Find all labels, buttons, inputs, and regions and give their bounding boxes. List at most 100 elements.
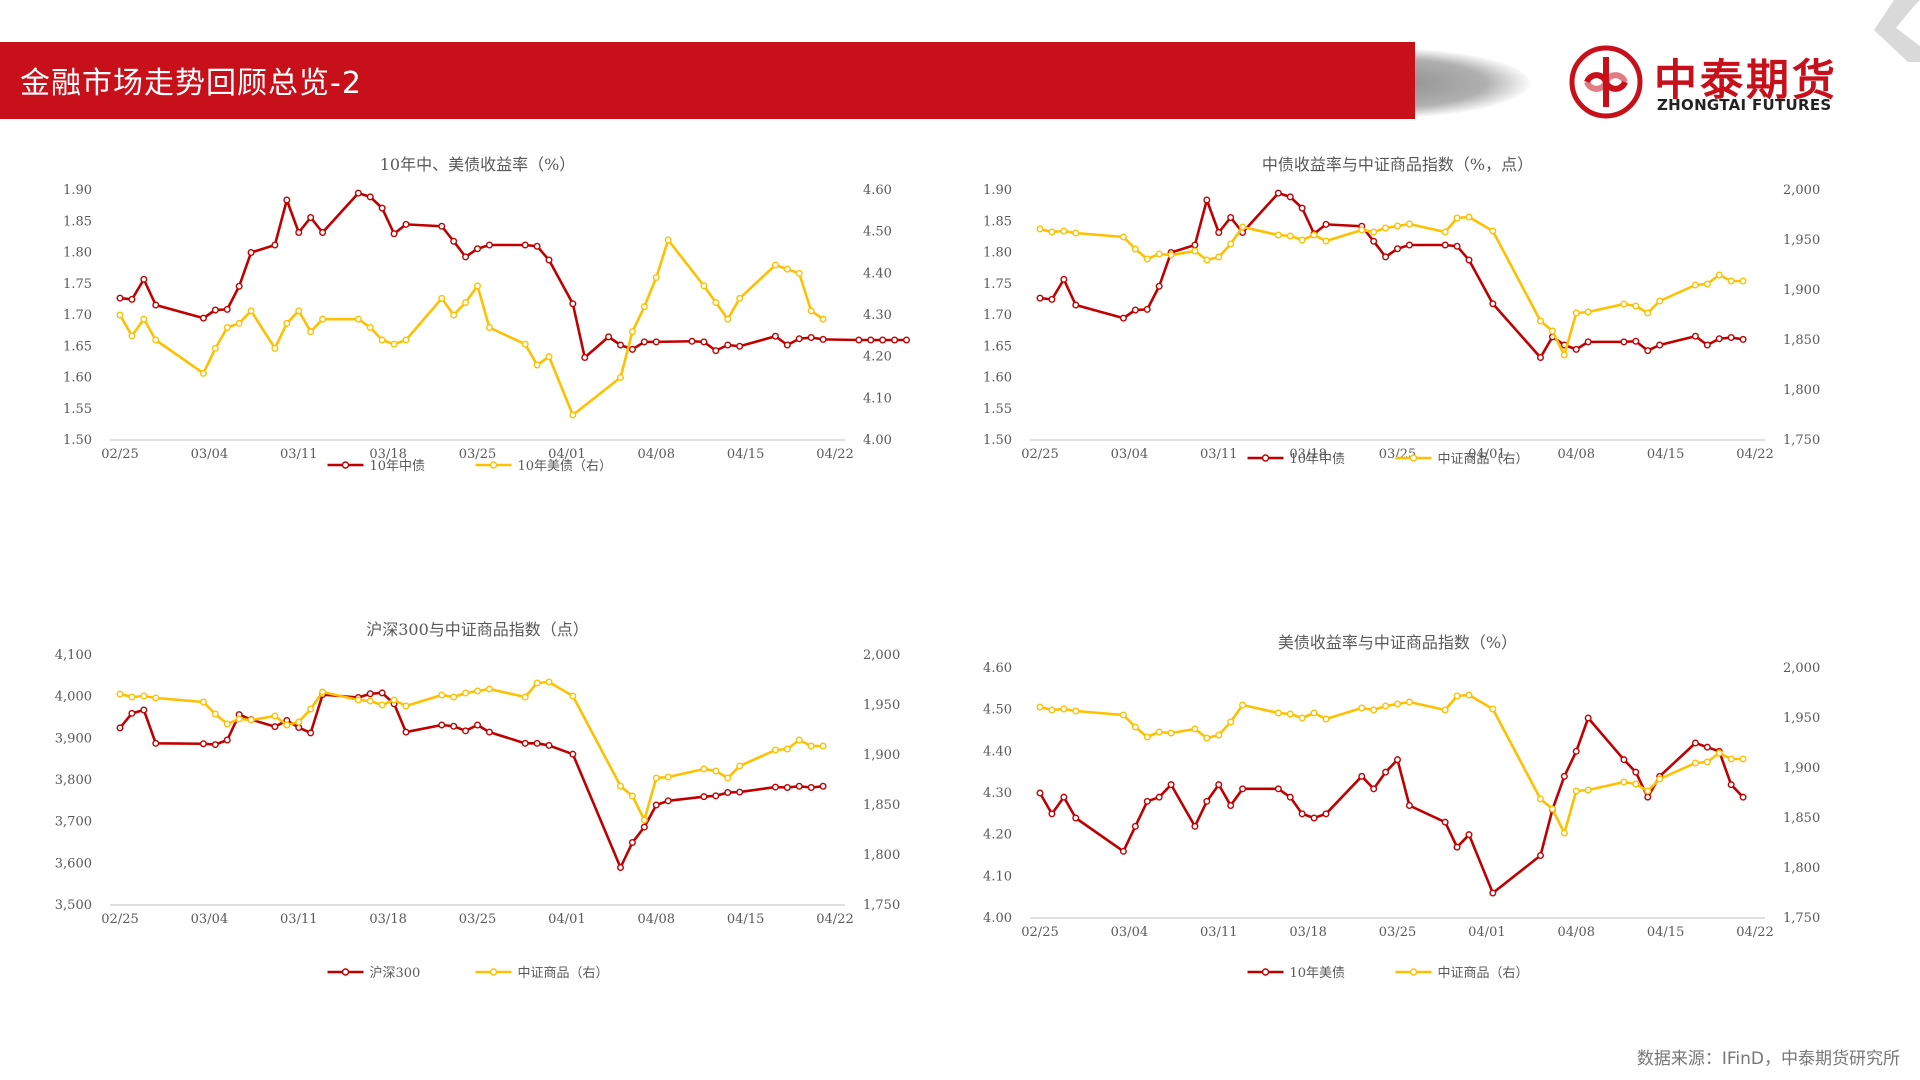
- data-point: [1537, 353, 1545, 361]
- data-point: [1644, 347, 1652, 355]
- x-tick-label: 03/18: [1289, 925, 1326, 940]
- data-point: [771, 746, 779, 754]
- data-point: [128, 295, 136, 303]
- y-tick-label: 4.60: [983, 661, 1012, 676]
- data-point: [295, 228, 303, 236]
- data-point: [1119, 314, 1127, 322]
- data-point: [771, 783, 779, 791]
- data-point: [1441, 818, 1449, 826]
- x-tick-label: 04/01: [1468, 447, 1505, 462]
- data-point: [1489, 300, 1497, 308]
- data-point: [140, 706, 148, 714]
- x-tick-label: 04/01: [548, 912, 585, 927]
- data-point: [617, 373, 625, 381]
- y-tick-label: 4.10: [983, 869, 1012, 884]
- data-point: [1465, 256, 1473, 264]
- data-point: [485, 728, 493, 736]
- data-point: [1298, 810, 1306, 818]
- data-point: [700, 765, 708, 773]
- y2-tick-label: 2,000: [1783, 661, 1820, 676]
- data-point: [1322, 715, 1330, 723]
- data-point: [450, 311, 458, 319]
- data-point: [1322, 810, 1330, 818]
- data-point: [1394, 222, 1402, 230]
- data-point: [1382, 768, 1390, 776]
- data-point: [1584, 338, 1592, 346]
- legend-item: 10年中债: [1247, 452, 1346, 467]
- data-point: [1656, 341, 1664, 349]
- data-point: [1489, 227, 1497, 235]
- data-point: [1048, 295, 1056, 303]
- x-tick-label: 03/04: [1111, 925, 1148, 940]
- x-tick-label: 04/15: [1647, 447, 1684, 462]
- legend-label: 中证商品（右）: [1438, 452, 1529, 467]
- data-point: [628, 792, 636, 800]
- data-point: [724, 315, 732, 323]
- data-point: [1239, 785, 1247, 793]
- data-point: [319, 228, 327, 236]
- data-point: [1048, 810, 1056, 818]
- data-point: [652, 273, 660, 281]
- x-tick-label: 04/15: [1647, 925, 1684, 940]
- source-note: 数据来源：IFinD，中泰期货研究所: [1636, 1049, 1900, 1069]
- data-point: [1119, 847, 1127, 855]
- data-point: [128, 709, 136, 717]
- data-point: [116, 294, 124, 302]
- y-tick-label: 1.80: [983, 246, 1012, 261]
- y2-tick-label: 4.10: [863, 391, 892, 406]
- data-point: [1739, 277, 1747, 285]
- data-point: [307, 328, 315, 336]
- data-point: [891, 336, 899, 344]
- data-point: [1453, 843, 1461, 851]
- data-point: [1620, 338, 1628, 346]
- data-point: [1370, 228, 1378, 236]
- data-point: [1048, 228, 1056, 236]
- data-point: [664, 236, 672, 244]
- legend-item: 10年中债: [327, 459, 425, 474]
- x-tick-label: 03/11: [1200, 447, 1237, 462]
- data-point: [295, 307, 303, 315]
- data-point: [354, 189, 362, 197]
- y2-tick-label: 2,000: [1783, 183, 1820, 198]
- y2-tick-label: 1,900: [863, 748, 900, 763]
- data-point: [450, 693, 458, 701]
- legend-label: 沪深300: [370, 965, 421, 981]
- data-point: [128, 693, 136, 701]
- data-point: [1691, 281, 1699, 289]
- data-point: [319, 688, 327, 696]
- data-point: [1167, 251, 1175, 259]
- y-tick-label: 4.00: [983, 911, 1012, 926]
- data-point: [1560, 351, 1568, 359]
- data-point: [819, 315, 827, 323]
- data-point: [1143, 797, 1151, 805]
- data-point: [617, 341, 625, 349]
- y-tick-label: 1.85: [63, 214, 92, 229]
- data-point: [569, 750, 577, 758]
- x-tick-label: 04/08: [638, 912, 675, 927]
- data-point: [474, 687, 482, 695]
- legend-label: 中证商品（右）: [518, 966, 609, 981]
- data-point: [140, 275, 148, 283]
- data-point: [1394, 700, 1402, 708]
- data-point: [128, 332, 136, 340]
- y-tick-label: 1.90: [63, 183, 92, 198]
- data-point: [1286, 193, 1294, 201]
- data-point: [211, 710, 219, 718]
- legend-item: 中证商品（右）: [475, 966, 609, 981]
- data-point: [438, 222, 446, 230]
- legend-label: 10年中债: [1290, 452, 1346, 467]
- data-point: [462, 253, 470, 261]
- chart-svg: 中债收益率与中证商品指数（%，点） 1.50 1.55 1.60 1.65 1.70 1.7…: [983, 155, 1820, 467]
- data-point: [628, 838, 636, 846]
- data-point: [438, 691, 446, 699]
- data-point: [1727, 277, 1735, 285]
- legend-label: 10年美债（右）: [518, 459, 613, 474]
- x-tick-label: 04/08: [1558, 447, 1595, 462]
- data-point: [664, 773, 672, 781]
- series-line: [119, 680, 824, 822]
- data-point: [1394, 245, 1402, 253]
- data-point: [199, 740, 207, 748]
- data-point: [1203, 196, 1211, 204]
- series-line: [1038, 716, 1745, 895]
- x-tick-label: 03/25: [459, 912, 496, 927]
